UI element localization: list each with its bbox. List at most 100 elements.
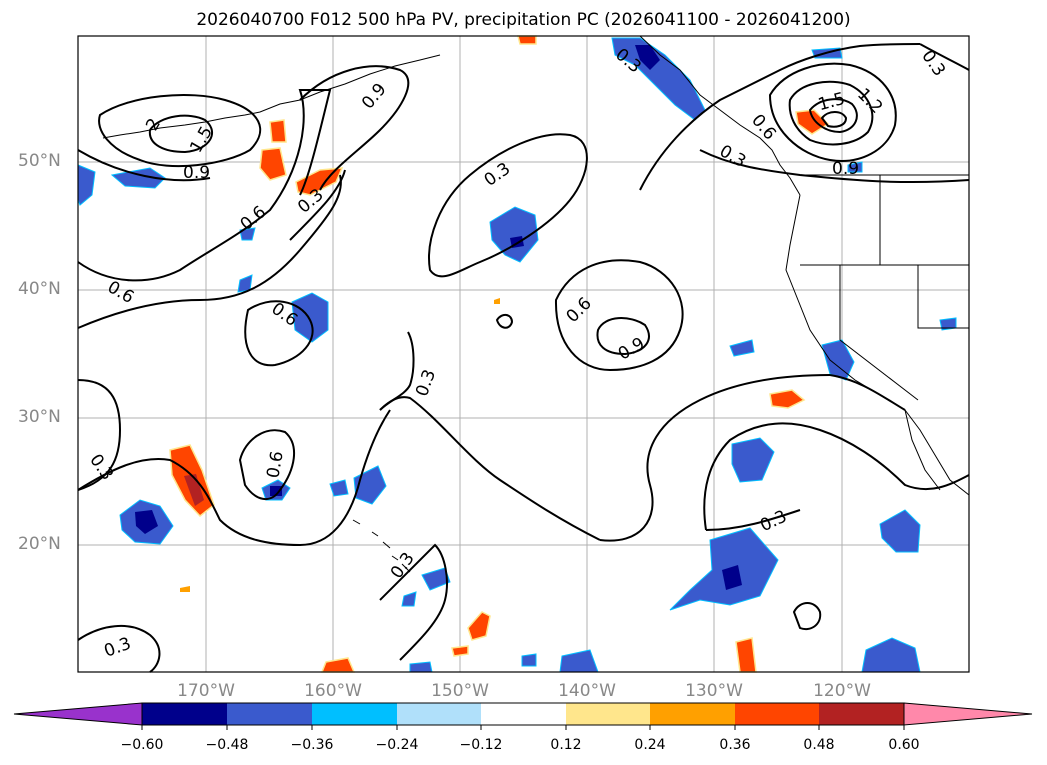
precip-blob [401, 591, 417, 607]
precip-blob [329, 479, 349, 497]
precip-blob [729, 339, 755, 357]
precip-blob [735, 637, 757, 673]
longitude-label: 140°W [558, 681, 616, 701]
precip-blob [722, 565, 742, 590]
pv-contour [299, 65, 410, 191]
colorbar-segment [397, 703, 481, 725]
precip-blob [467, 611, 491, 641]
pv-contour [792, 602, 822, 631]
precip-blob [517, 35, 537, 45]
colorbar-tick-label: 0.48 [803, 737, 835, 753]
colorbar-tick-label: −0.12 [459, 737, 503, 753]
precip-positive-areas [169, 35, 830, 673]
precip-blob [421, 567, 451, 591]
colorbar-segment [819, 703, 904, 725]
precip-blob [110, 167, 166, 189]
longitude-label: 160°W [304, 681, 362, 701]
precip-blob [239, 227, 256, 241]
colorbar-extend-high [903, 702, 1033, 726]
colorbar-tick-label: −0.48 [205, 737, 249, 753]
colorbar [13, 702, 1033, 730]
colorbar-tick-label: −0.60 [120, 737, 164, 753]
precip-blob [259, 147, 287, 181]
longitude-label: 130°W [685, 681, 743, 701]
pv-contour [77, 174, 342, 329]
colorbar-extend-low [13, 702, 143, 726]
hawaii-islands [352, 519, 411, 573]
pv-contour [379, 396, 601, 541]
pv-contour [554, 259, 684, 372]
aleutian-islands [102, 54, 441, 139]
pv-contour [77, 409, 391, 547]
longitude-label: 170°W [177, 681, 235, 701]
precip-blob [669, 527, 779, 611]
contour-label: 0.6 [263, 450, 287, 480]
pv-contour [495, 314, 514, 329]
pv-contour [244, 300, 314, 367]
precip-blob [409, 661, 433, 673]
colorbar-tick-label: −0.24 [375, 737, 419, 753]
latitude-label: 50°N [18, 151, 61, 171]
precip-blob [847, 161, 863, 173]
precip-blob [270, 486, 282, 496]
precip-blob [769, 389, 806, 409]
colorbar-segment [650, 703, 735, 725]
colorbar-tick-label: −0.36 [290, 737, 334, 753]
colorbar-segment [481, 703, 566, 725]
contour-label: 0.9 [183, 163, 210, 183]
precip-blob [861, 637, 921, 673]
precip-blob [635, 45, 660, 70]
colorbar-tick-label: 0.12 [550, 737, 582, 753]
pv-contour [148, 114, 214, 154]
pv-contour [428, 133, 588, 278]
pv-contour [919, 43, 970, 71]
pv-contour [77, 89, 332, 282]
colorbar-tick-label: 0.36 [719, 737, 751, 753]
latitude-label: 20°N [18, 534, 61, 554]
colorbar-segment [312, 703, 397, 725]
precip-blob [180, 586, 190, 592]
pv-contour [829, 374, 906, 411]
precip-blob [494, 298, 500, 304]
pv-contour [599, 374, 831, 542]
latitude-label: 40°N [18, 279, 61, 299]
precip-blob [821, 339, 855, 381]
pv-contour [639, 43, 921, 191]
pv-contour [98, 94, 262, 168]
pv-contours [77, 43, 970, 673]
west-coast [785, 194, 970, 496]
pv-contour [788, 80, 874, 146]
precip-blob [135, 510, 158, 534]
state-boundary [800, 175, 969, 401]
precip-blob [489, 206, 539, 263]
colorbar-ticks [141, 725, 905, 730]
pv-contour [705, 509, 801, 531]
latitude-label: 30°N [18, 407, 61, 427]
map-title: 2026040700 F012 500 hPa PV, precipitatio… [196, 10, 851, 30]
precip-blob [291, 292, 329, 343]
colorbar-segment [142, 703, 227, 725]
contour-label: 0.9 [832, 159, 859, 179]
precip-blob [731, 437, 775, 483]
alaska-coast [639, 35, 801, 196]
pv-contour [77, 149, 211, 182]
precip-blob [521, 653, 537, 667]
map-frame [77, 35, 970, 673]
pv-contour [703, 422, 970, 531]
pv-contour [768, 62, 897, 162]
coastlines [102, 35, 970, 573]
pv-contour [808, 98, 858, 134]
precip-blob [184, 474, 204, 506]
precip-blob [879, 509, 921, 553]
colorbar-frame [141, 702, 905, 726]
pv-contour [379, 543, 448, 661]
baja-coast [904, 409, 941, 491]
colorbar-segment [227, 703, 312, 725]
longitude-label: 150°W [431, 681, 489, 701]
colorbar-tick-label: 0.24 [634, 737, 666, 753]
colorbar-tick-label: 0.60 [888, 737, 920, 753]
longitude-label: 120°W [813, 681, 871, 701]
pv-contour [289, 169, 346, 241]
colorbar-segment [735, 703, 819, 725]
pv-contour [699, 149, 970, 184]
